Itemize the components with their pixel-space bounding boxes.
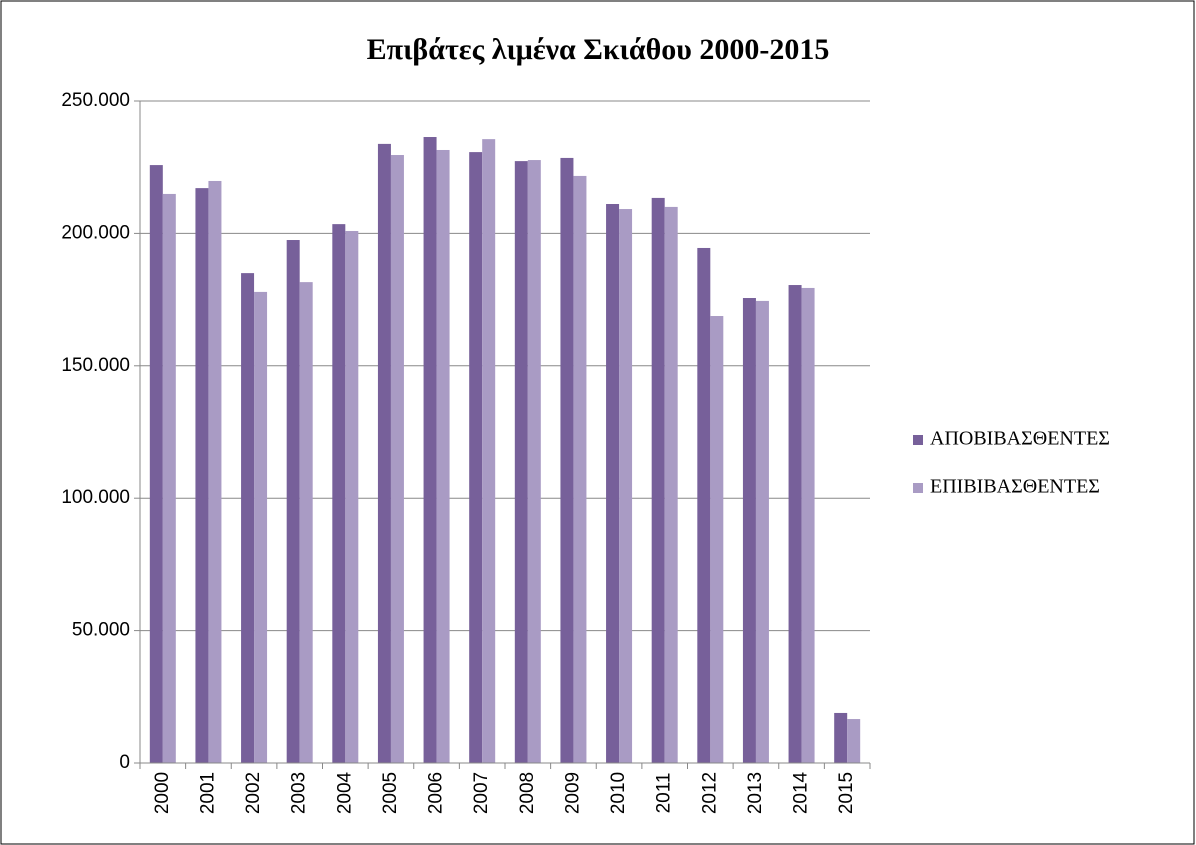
bar [606, 204, 620, 763]
x-tick-label: 2009 [562, 772, 583, 814]
bar [377, 143, 391, 764]
x-tick-label: 2001 [197, 772, 218, 814]
bar [710, 316, 724, 763]
x-tick-label: 2002 [243, 772, 264, 814]
x-tick-label: 2011 [654, 773, 675, 814]
bar [651, 197, 665, 763]
bar [469, 152, 483, 764]
bar [254, 291, 268, 763]
x-tick-label: 2007 [471, 772, 492, 814]
bar [834, 712, 848, 763]
bar [332, 224, 346, 763]
bar [208, 180, 222, 763]
x-tick-label: 2006 [426, 772, 447, 814]
x-tick-label: 2005 [380, 772, 401, 814]
legend-swatch [913, 483, 923, 493]
bar [390, 155, 404, 764]
bar [527, 160, 541, 763]
x-tick-label: 2004 [334, 771, 355, 814]
legend-swatch [913, 435, 923, 445]
x-tick-label: 2010 [608, 772, 629, 814]
bar [847, 719, 861, 763]
y-tick-label: 250.000 [61, 90, 130, 111]
bar [742, 298, 756, 763]
x-tick-label: 2014 [791, 771, 812, 814]
bar [514, 161, 528, 763]
y-tick-label: 150.000 [61, 355, 130, 376]
bar [755, 300, 769, 763]
bar [162, 193, 176, 763]
bar [560, 157, 574, 763]
bar [573, 175, 587, 763]
bar [619, 209, 633, 764]
legend-label: ΑΠΟΒΙΒΑΣΘΕΝΤΕΣ [930, 428, 1110, 450]
bar [482, 139, 496, 763]
x-tick-label: 2013 [745, 772, 766, 814]
chart-title: Επιβάτες λιμένα Σκιάθου 2000-2015 [367, 33, 830, 66]
bar [436, 149, 450, 763]
x-tick-label: 2015 [836, 772, 857, 814]
bar [286, 240, 300, 763]
x-tick-label: 2012 [699, 772, 720, 814]
bar [788, 285, 802, 763]
bar [345, 231, 359, 764]
y-tick-label: 100.000 [61, 487, 130, 508]
bar [423, 137, 437, 763]
y-tick-label: 200.000 [61, 222, 130, 243]
x-tick-label: 2008 [517, 772, 538, 814]
bar [195, 188, 209, 763]
legend-label: ΕΠΙΒΙΒΑΣΘΕΝΤΕΣ [930, 476, 1100, 498]
y-tick-label: 0 [119, 752, 130, 773]
bar [299, 282, 313, 763]
bar [149, 165, 163, 763]
x-tick-label: 2000 [152, 772, 173, 814]
bar [664, 206, 678, 764]
x-tick-label: 2003 [289, 772, 310, 814]
bar [801, 287, 815, 763]
bar [697, 247, 711, 764]
y-tick-label: 50.000 [72, 620, 130, 641]
bar [241, 273, 255, 763]
